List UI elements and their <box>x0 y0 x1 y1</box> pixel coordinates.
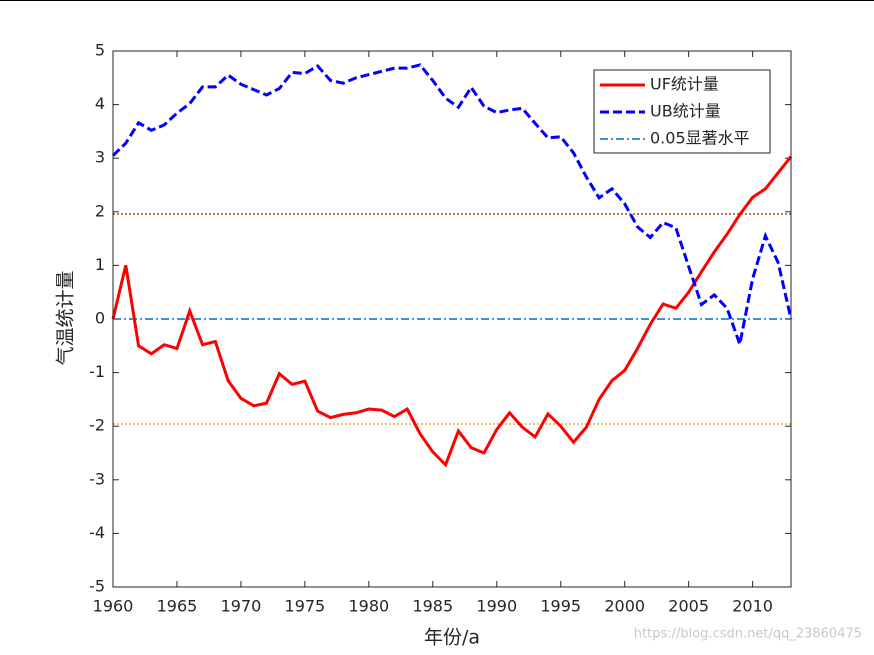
y-tick-label: 5 <box>95 41 105 60</box>
y-tick-label: 3 <box>95 148 105 167</box>
x-tick-label: 2010 <box>732 597 773 616</box>
y-axis-label: 气温统计量 <box>55 270 77 365</box>
y-tick-label: 1 <box>95 255 105 274</box>
y-tick-label: -4 <box>89 523 105 542</box>
y-tick-label: -3 <box>89 469 105 488</box>
x-tick-label: 2000 <box>604 597 645 616</box>
y-tick-label: 2 <box>95 201 105 220</box>
y-tick-label: 4 <box>95 94 105 113</box>
x-tick-label: 1980 <box>348 597 389 616</box>
data-line <box>111 155 793 468</box>
y-tick-label: 0 <box>95 309 105 328</box>
y-tick-label: -2 <box>89 416 105 435</box>
x-tick-label: 1990 <box>476 597 517 616</box>
y-tick-label: -1 <box>89 362 105 381</box>
x-tick-label: 1960 <box>93 597 134 616</box>
y-tick-label: -5 <box>89 577 105 596</box>
data-line <box>111 63 793 350</box>
x-tick-label: 1975 <box>285 597 326 616</box>
x-tick-label: 1995 <box>540 597 581 616</box>
x-tick-label: 1965 <box>157 597 198 616</box>
watermark: https://blog.csdn.net/qq_23860475 <box>634 627 862 642</box>
x-tick-label: 1985 <box>412 597 453 616</box>
x-tick-label: 2005 <box>668 597 709 616</box>
legend-label: 0.05显著水平 <box>650 129 750 148</box>
legend-label: UB统计量 <box>650 102 721 121</box>
x-tick-label: 1970 <box>221 597 262 616</box>
x-axis-label: 年份/a <box>424 627 480 649</box>
plot-frame <box>112 50 792 588</box>
legend-label: UF统计量 <box>650 75 719 94</box>
